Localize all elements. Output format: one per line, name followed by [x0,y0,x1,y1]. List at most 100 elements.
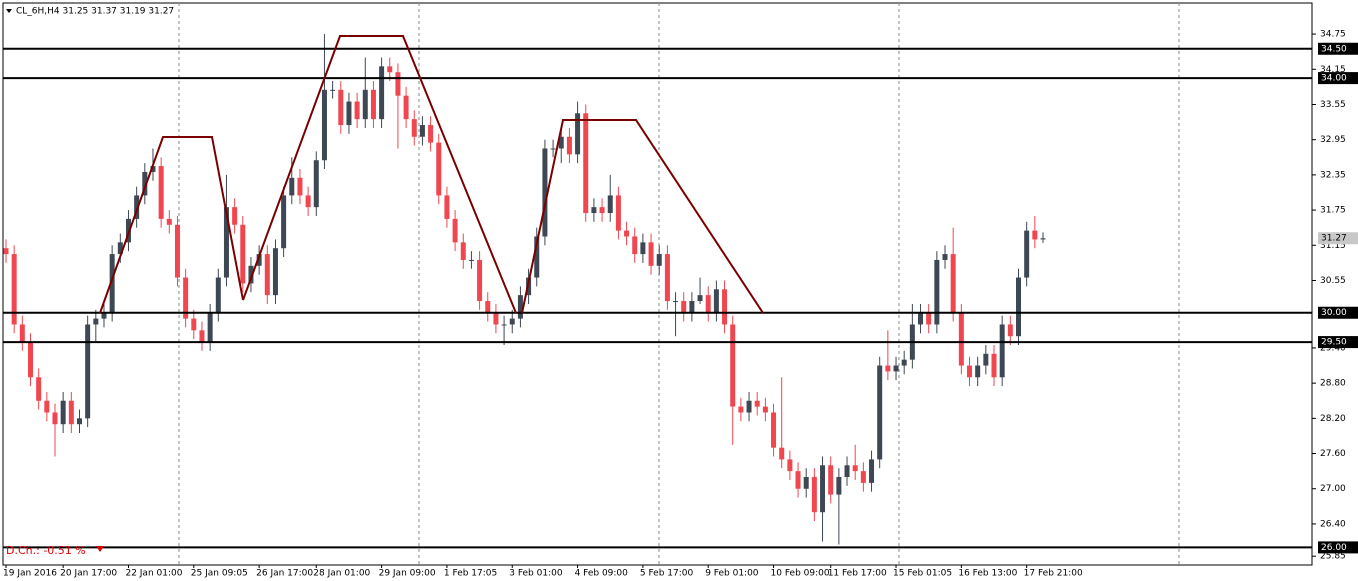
x-tick-label: 11 Feb 17:00 [828,569,887,579]
candle-body [820,465,826,513]
y-tick-label: 27.60 [1320,449,1346,459]
pattern-drawings [99,35,764,314]
candle-body [1032,230,1038,240]
chart-title: CL_6H,H4 31.25 31.37 31.19 31.27 [16,7,174,17]
candle-body [134,195,140,219]
candle-body [272,248,278,296]
candle-body [583,113,589,214]
candle-body [468,259,474,261]
candle-body [419,125,425,137]
candle-body [44,400,50,413]
candle-body [428,125,434,143]
candle-body [991,353,997,378]
x-tick-label: 5 Feb 17:00 [640,569,694,579]
candle-body [542,148,548,237]
candle-body [1024,230,1030,278]
candle-body [289,177,295,196]
candle-body [771,412,777,448]
candle-body [27,342,33,378]
level-label-box [1318,306,1358,319]
y-tick-label: 26.40 [1320,519,1346,529]
candle-body [811,477,817,513]
level-label: 34.50 [1321,44,1347,54]
y-tick-label: 31.75 [1320,206,1346,216]
candle-body [297,177,303,196]
candle-body [534,236,540,278]
candle-body [191,318,197,331]
candle-body [452,218,458,243]
candle-body [648,242,654,266]
candle-body [387,66,393,73]
y-tick-label: 32.95 [1320,135,1346,145]
candle-body [999,324,1005,378]
separators [178,3,1180,565]
candle-body [779,447,785,460]
candle-body [632,236,638,255]
candle-body [68,400,74,425]
x-tick-label: 1 Feb 17:05 [444,569,497,579]
candle-body [713,289,719,313]
candle-body [93,318,99,325]
candle-body [166,218,172,225]
x-tick-label: 3 Feb 01:00 [509,569,563,579]
candle-body [787,459,793,472]
x-tick-label: 9 Feb 01:00 [705,569,759,579]
candle-body [395,72,401,96]
candle-body [730,324,736,407]
candle-body [664,254,670,302]
candle-body [281,195,287,249]
candle-body [942,254,948,260]
candle-body [738,406,744,413]
candle-body [967,365,973,378]
candle-body [460,242,466,260]
level-label-box [1318,541,1358,554]
candle-body [599,207,605,214]
candle-body [1016,277,1022,337]
candle-body [240,224,246,284]
candle-body [199,330,205,343]
candle-body [885,365,891,372]
candle-body [901,359,907,366]
candle-body [803,477,809,489]
candle-body [558,136,564,149]
candle-body [411,119,417,137]
candle-body [403,95,409,120]
level-label-box [1318,42,1358,55]
level-label: 30.00 [1321,308,1347,318]
candle-body [681,301,687,313]
candle-body [697,295,703,302]
candle-body [550,148,556,150]
candle-body [11,254,17,325]
candle-body [795,471,801,489]
candle-body [36,377,42,401]
candle-body [517,295,523,319]
candle-body [1040,238,1046,240]
candle-body [640,242,646,255]
level-label: 34.00 [1321,74,1347,84]
candle-body [76,418,82,425]
y-tick-label: 28.80 [1320,379,1346,389]
plot-frame [2,2,1313,566]
candle-body [174,224,180,278]
candle-body [722,289,728,325]
y-tick-label: 27.00 [1320,484,1346,494]
candle-body [207,312,213,343]
level-label: 26.00 [1321,543,1347,553]
candle-body [844,465,850,478]
change-arrow [96,546,104,552]
menu-triangle[interactable] [6,9,12,13]
candle-body [958,312,964,366]
candle-body [591,207,597,214]
x-tick-label: 20 Jan 17:00 [60,569,117,579]
candle-body [330,89,336,91]
trend-drawing [521,119,764,314]
trend-drawing [99,136,244,314]
x-tick-label: 4 Feb 09:00 [575,569,629,579]
level-label: 29.50 [1321,338,1347,348]
candle-body [477,259,483,302]
candle-body [85,324,91,419]
candle-body [117,242,123,255]
x-tick-label: 10 Feb 09:00 [771,569,830,579]
candle-body [746,400,752,413]
candle-body [19,324,25,343]
